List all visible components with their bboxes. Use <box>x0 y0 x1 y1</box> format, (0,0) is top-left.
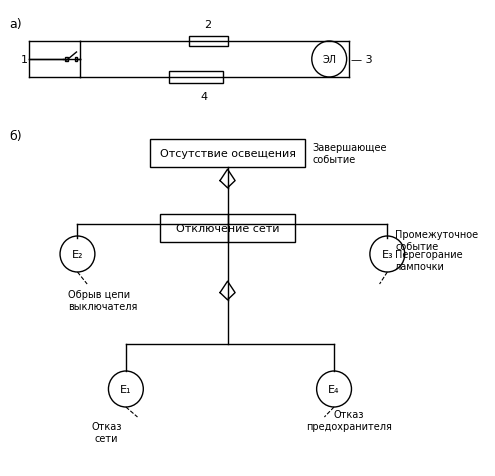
Text: Отключение сети: Отключение сети <box>176 224 279 234</box>
Text: E₄: E₄ <box>328 384 340 394</box>
Bar <box>75 58 77 62</box>
Text: Завершающее
событие: Завершающее событие <box>313 143 387 164</box>
Text: б): б) <box>10 130 22 143</box>
Bar <box>160 215 296 242</box>
Text: E₁: E₁ <box>120 384 132 394</box>
Text: ЭЛ: ЭЛ <box>322 55 336 65</box>
Text: 1: 1 <box>21 55 28 65</box>
Text: Отказ
предохранителя: Отказ предохранителя <box>305 409 392 431</box>
Text: E₂: E₂ <box>72 249 83 259</box>
Text: Промежуточное
событие: Промежуточное событие <box>395 229 478 251</box>
Text: — 3: — 3 <box>351 55 373 65</box>
Bar <box>150 140 305 168</box>
Text: E₃: E₃ <box>382 249 393 259</box>
Text: а): а) <box>10 18 22 31</box>
Text: Перегорание
лампочки: Перегорание лампочки <box>395 249 463 271</box>
Bar <box>65 58 68 62</box>
Bar <box>189 37 228 47</box>
Text: Отказ
сети: Отказ сети <box>91 421 122 443</box>
Bar <box>169 72 223 84</box>
Text: 2: 2 <box>204 20 212 30</box>
Text: Отсутствие освещения: Отсутствие освещения <box>159 149 296 159</box>
Text: 4: 4 <box>201 92 208 102</box>
Text: Обрыв цепи
выключателя: Обрыв цепи выключателя <box>68 289 137 311</box>
